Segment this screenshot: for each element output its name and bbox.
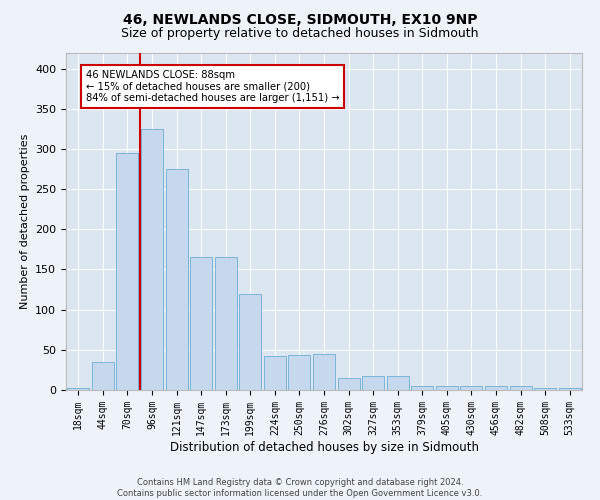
Bar — [313, 354, 335, 390]
Bar — [166, 169, 188, 390]
Bar — [460, 386, 482, 390]
X-axis label: Distribution of detached houses by size in Sidmouth: Distribution of detached houses by size … — [170, 440, 479, 454]
Bar — [67, 388, 89, 390]
Bar — [141, 129, 163, 390]
Bar — [116, 153, 139, 390]
Bar — [485, 386, 507, 390]
Bar — [92, 362, 114, 390]
Bar — [386, 376, 409, 390]
Bar — [534, 388, 556, 390]
Bar — [362, 376, 384, 390]
Bar — [338, 378, 359, 390]
Text: 46 NEWLANDS CLOSE: 88sqm
← 15% of detached houses are smaller (200)
84% of semi-: 46 NEWLANDS CLOSE: 88sqm ← 15% of detach… — [86, 70, 339, 103]
Bar — [264, 356, 286, 390]
Bar — [509, 386, 532, 390]
Bar — [190, 258, 212, 390]
Bar — [559, 388, 581, 390]
Bar — [239, 294, 262, 390]
Bar — [411, 386, 433, 390]
Bar — [436, 386, 458, 390]
Text: 46, NEWLANDS CLOSE, SIDMOUTH, EX10 9NP: 46, NEWLANDS CLOSE, SIDMOUTH, EX10 9NP — [123, 12, 477, 26]
Bar — [289, 356, 310, 390]
Text: Size of property relative to detached houses in Sidmouth: Size of property relative to detached ho… — [121, 28, 479, 40]
Bar — [215, 258, 237, 390]
Y-axis label: Number of detached properties: Number of detached properties — [20, 134, 29, 309]
Text: Contains HM Land Registry data © Crown copyright and database right 2024.
Contai: Contains HM Land Registry data © Crown c… — [118, 478, 482, 498]
